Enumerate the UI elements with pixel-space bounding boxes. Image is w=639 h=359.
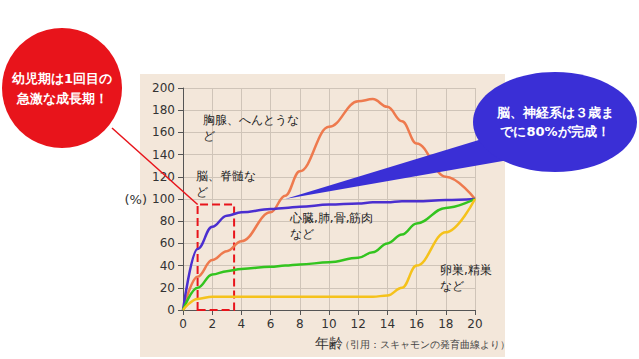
svg-text:20: 20 [467,317,482,331]
svg-text:0: 0 [179,317,187,331]
svg-text:8: 8 [296,317,304,331]
svg-text:でに80%が完成！: でに80%が完成！ [500,124,609,139]
svg-text:80: 80 [160,214,175,228]
svg-text:胸腺、へんとうな: 胸腺、へんとうな [203,113,299,127]
svg-text:ど: ど [196,185,208,199]
svg-text:140: 140 [152,148,175,162]
svg-text:60: 60 [160,236,175,250]
svg-text:脳、神経系は３歳ま: 脳、神経系は３歳ま [496,105,614,120]
svg-text:卵巣,精巣: 卵巣,精巣 [440,263,492,277]
svg-text:など: など [290,227,314,241]
svg-text:10: 10 [321,317,336,331]
svg-text:40: 40 [160,259,175,273]
svg-text:180: 180 [152,103,175,117]
svg-text:脳、脊髄な: 脳、脊髄な [196,169,256,183]
svg-text:200: 200 [152,81,175,95]
svg-text:など: など [440,279,464,293]
svg-text:ど: ど [203,129,215,143]
svg-text:0: 0 [167,303,175,317]
svg-text:6: 6 [267,317,275,331]
svg-text:年齢: 年齢 [315,335,343,351]
svg-text:18: 18 [438,317,453,331]
svg-text:14: 14 [380,317,395,331]
svg-text:（引用：スキャモンの発育曲線より）: （引用：スキャモンの発育曲線より） [340,339,510,350]
svg-text:120: 120 [152,169,175,184]
svg-text:12: 12 [351,317,366,331]
svg-text:100: 100 [152,192,175,206]
svg-text:心臓,肺,骨,筋肉: 心臓,肺,骨,筋肉 [289,211,373,225]
svg-text:2: 2 [208,317,216,331]
svg-text:(%): (%) [125,192,148,207]
svg-text:16: 16 [409,317,424,331]
svg-text:急激な成長期！: 急激な成長期！ [16,91,108,106]
svg-text:幼児期は1回目の: 幼児期は1回目の [11,71,112,86]
svg-text:4: 4 [238,317,246,331]
svg-text:20: 20 [160,281,175,295]
svg-text:160: 160 [152,125,175,139]
